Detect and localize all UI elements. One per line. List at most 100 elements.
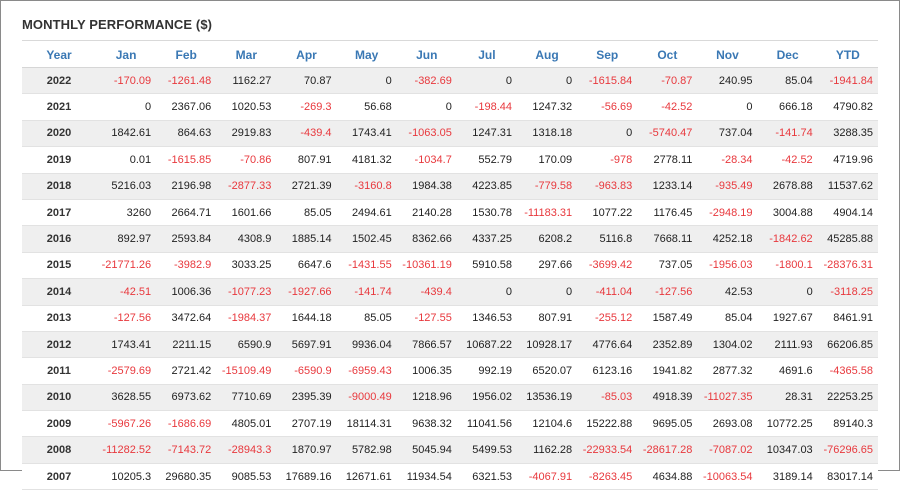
month-value-cell: 807.91 [516,305,578,332]
month-value-cell: 6123.16 [577,357,638,385]
month-value-cell: 0 [577,120,638,148]
month-value-cell: 1218.96 [396,384,457,412]
year-cell: 2007 [22,463,96,490]
month-value-cell: 5910.58 [456,252,517,280]
month-value-cell: 7668.11 [637,225,698,253]
month-value-cell: 4308.9 [216,225,277,253]
table-row: 2010 3628.55 6973.62 7710.69 2395.39 -9000.49… [22,384,878,412]
table-row: 2019 0.01 -1615.85 -70.86 807.91 4181.32 -1034… [22,146,878,174]
month-value-cell: 4776.64 [577,331,638,359]
month-value-cell: 1870.97 [276,436,337,464]
month-value-cell: 17689.16 [276,463,337,490]
table-row: 2014 -42.51 1006.36 -1077.23 -1927.66 -141.74… [22,278,878,306]
table-row: 2011 -2579.69 2721.42 -15109.49 -6590.9 -6959… [22,357,878,385]
month-value-cell: -127.56 [637,278,698,306]
year-cell: 2020 [22,120,96,148]
month-value-cell: 737.05 [637,252,698,280]
month-value-cell: -382.69 [396,67,457,95]
month-value-cell: 0 [697,93,758,121]
month-value-cell: 1587.49 [637,305,698,332]
column-header-dec: Dec [757,42,818,68]
month-value-cell: -127.55 [396,305,457,332]
month-value-cell: 2919.83 [216,120,277,148]
month-value-cell: 2721.42 [156,357,217,385]
month-value-cell: 4337.25 [456,225,517,253]
month-value-cell: 4691.6 [757,357,818,385]
month-value-cell: 10772.25 [757,410,818,438]
month-value-cell: 5782.98 [336,436,397,464]
column-header-feb: Feb [156,42,217,68]
table-row: 2017 3260 2664.71 1601.66 85.05 2494.61 2140.2… [22,199,878,227]
month-value-cell: 1502.45 [336,225,397,253]
month-value-cell: -411.04 [577,278,638,306]
ytd-cell: -1941.84 [817,67,878,95]
ytd-cell: 83017.14 [817,463,878,490]
month-value-cell: -2877.33 [216,173,277,200]
month-value-cell: 1233.14 [637,173,698,200]
month-value-cell: 9936.04 [336,331,397,359]
month-value-cell: -141.74 [757,120,818,148]
month-value-cell: 6520.07 [516,357,578,385]
month-value-cell: 11934.54 [396,463,457,490]
month-value-cell: 2778.11 [637,146,698,174]
month-value-cell: 0 [336,67,397,95]
month-value-cell: -1615.85 [156,146,217,174]
month-value-cell: 6590.9 [216,331,277,359]
month-value-cell: 1842.61 [96,120,157,148]
month-value-cell: -28.34 [697,146,758,174]
table-row: 2022 -170.09 -1261.48 1162.27 70.87 0 -382.69 0… [22,67,878,95]
month-value-cell: 10928.17 [516,331,578,359]
month-value-cell: -10361.19 [396,252,457,280]
table-row: 2013 -127.56 3472.64 -1984.37 1644.18 85.05 -1… [22,305,878,332]
month-value-cell: 1162.27 [216,67,277,95]
month-value-cell: -2579.69 [96,357,157,385]
month-value-cell: 6973.62 [156,384,217,412]
year-cell: 2009 [22,410,96,438]
month-value-cell: 5499.53 [456,436,517,464]
month-value-cell: 3004.88 [757,199,818,227]
month-value-cell: 1956.02 [456,384,517,412]
month-value-cell: 807.91 [276,146,337,174]
month-value-cell: 1077.22 [577,199,638,227]
month-value-cell: 1162.28 [516,436,578,464]
month-value-cell: 0 [396,93,457,121]
column-header-nov: Nov [697,42,758,68]
year-cell: 2022 [22,67,96,95]
month-value-cell: -1431.55 [336,252,397,280]
month-value-cell: 10687.22 [456,331,517,359]
year-cell: 2019 [22,146,96,174]
month-value-cell: 4252.18 [697,225,758,253]
table-row: 2018 5216.03 2196.98 -2877.33 2721.39 -3160.8… [22,173,878,200]
month-value-cell: -3982.9 [156,252,217,280]
month-value-cell: 0 [456,67,517,95]
ytd-cell: 4790.82 [817,93,878,121]
month-value-cell: -935.49 [697,173,758,200]
month-value-cell: 9695.05 [637,410,698,438]
month-value-cell: -255.12 [577,305,638,332]
month-value-cell: -5740.47 [637,120,698,148]
panel-title: MONTHLY PERFORMANCE ($) [22,17,213,32]
ytd-cell: 89140.3 [817,410,878,438]
month-value-cell: -42.52 [757,146,818,174]
year-cell: 2010 [22,384,96,412]
month-value-cell: 0 [516,67,578,95]
month-value-cell: 5216.03 [96,173,157,200]
month-value-cell: -3160.8 [336,173,397,200]
column-header-may: May [336,42,397,68]
month-value-cell: -3699.42 [577,252,638,280]
month-value-cell: 2352.89 [637,331,698,359]
month-value-cell: -22933.54 [577,436,638,464]
month-value-cell: 3628.55 [96,384,157,412]
column-header-jan: Jan [96,42,157,68]
month-value-cell: -70.87 [637,67,698,95]
month-value-cell: 737.04 [697,120,758,148]
month-value-cell: 5116.8 [577,225,638,253]
month-value-cell: -1927.66 [276,278,337,306]
month-value-cell: 0 [96,93,157,121]
month-value-cell: -978 [577,146,638,174]
month-value-cell: -5967.26 [96,410,157,438]
month-value-cell: 1601.66 [216,199,277,227]
monthly-performance-table: Year Jan Feb Mar Apr May Jun Jul Aug Sep Oct Nov Dec… [22,42,878,490]
month-value-cell: 2395.39 [276,384,337,412]
